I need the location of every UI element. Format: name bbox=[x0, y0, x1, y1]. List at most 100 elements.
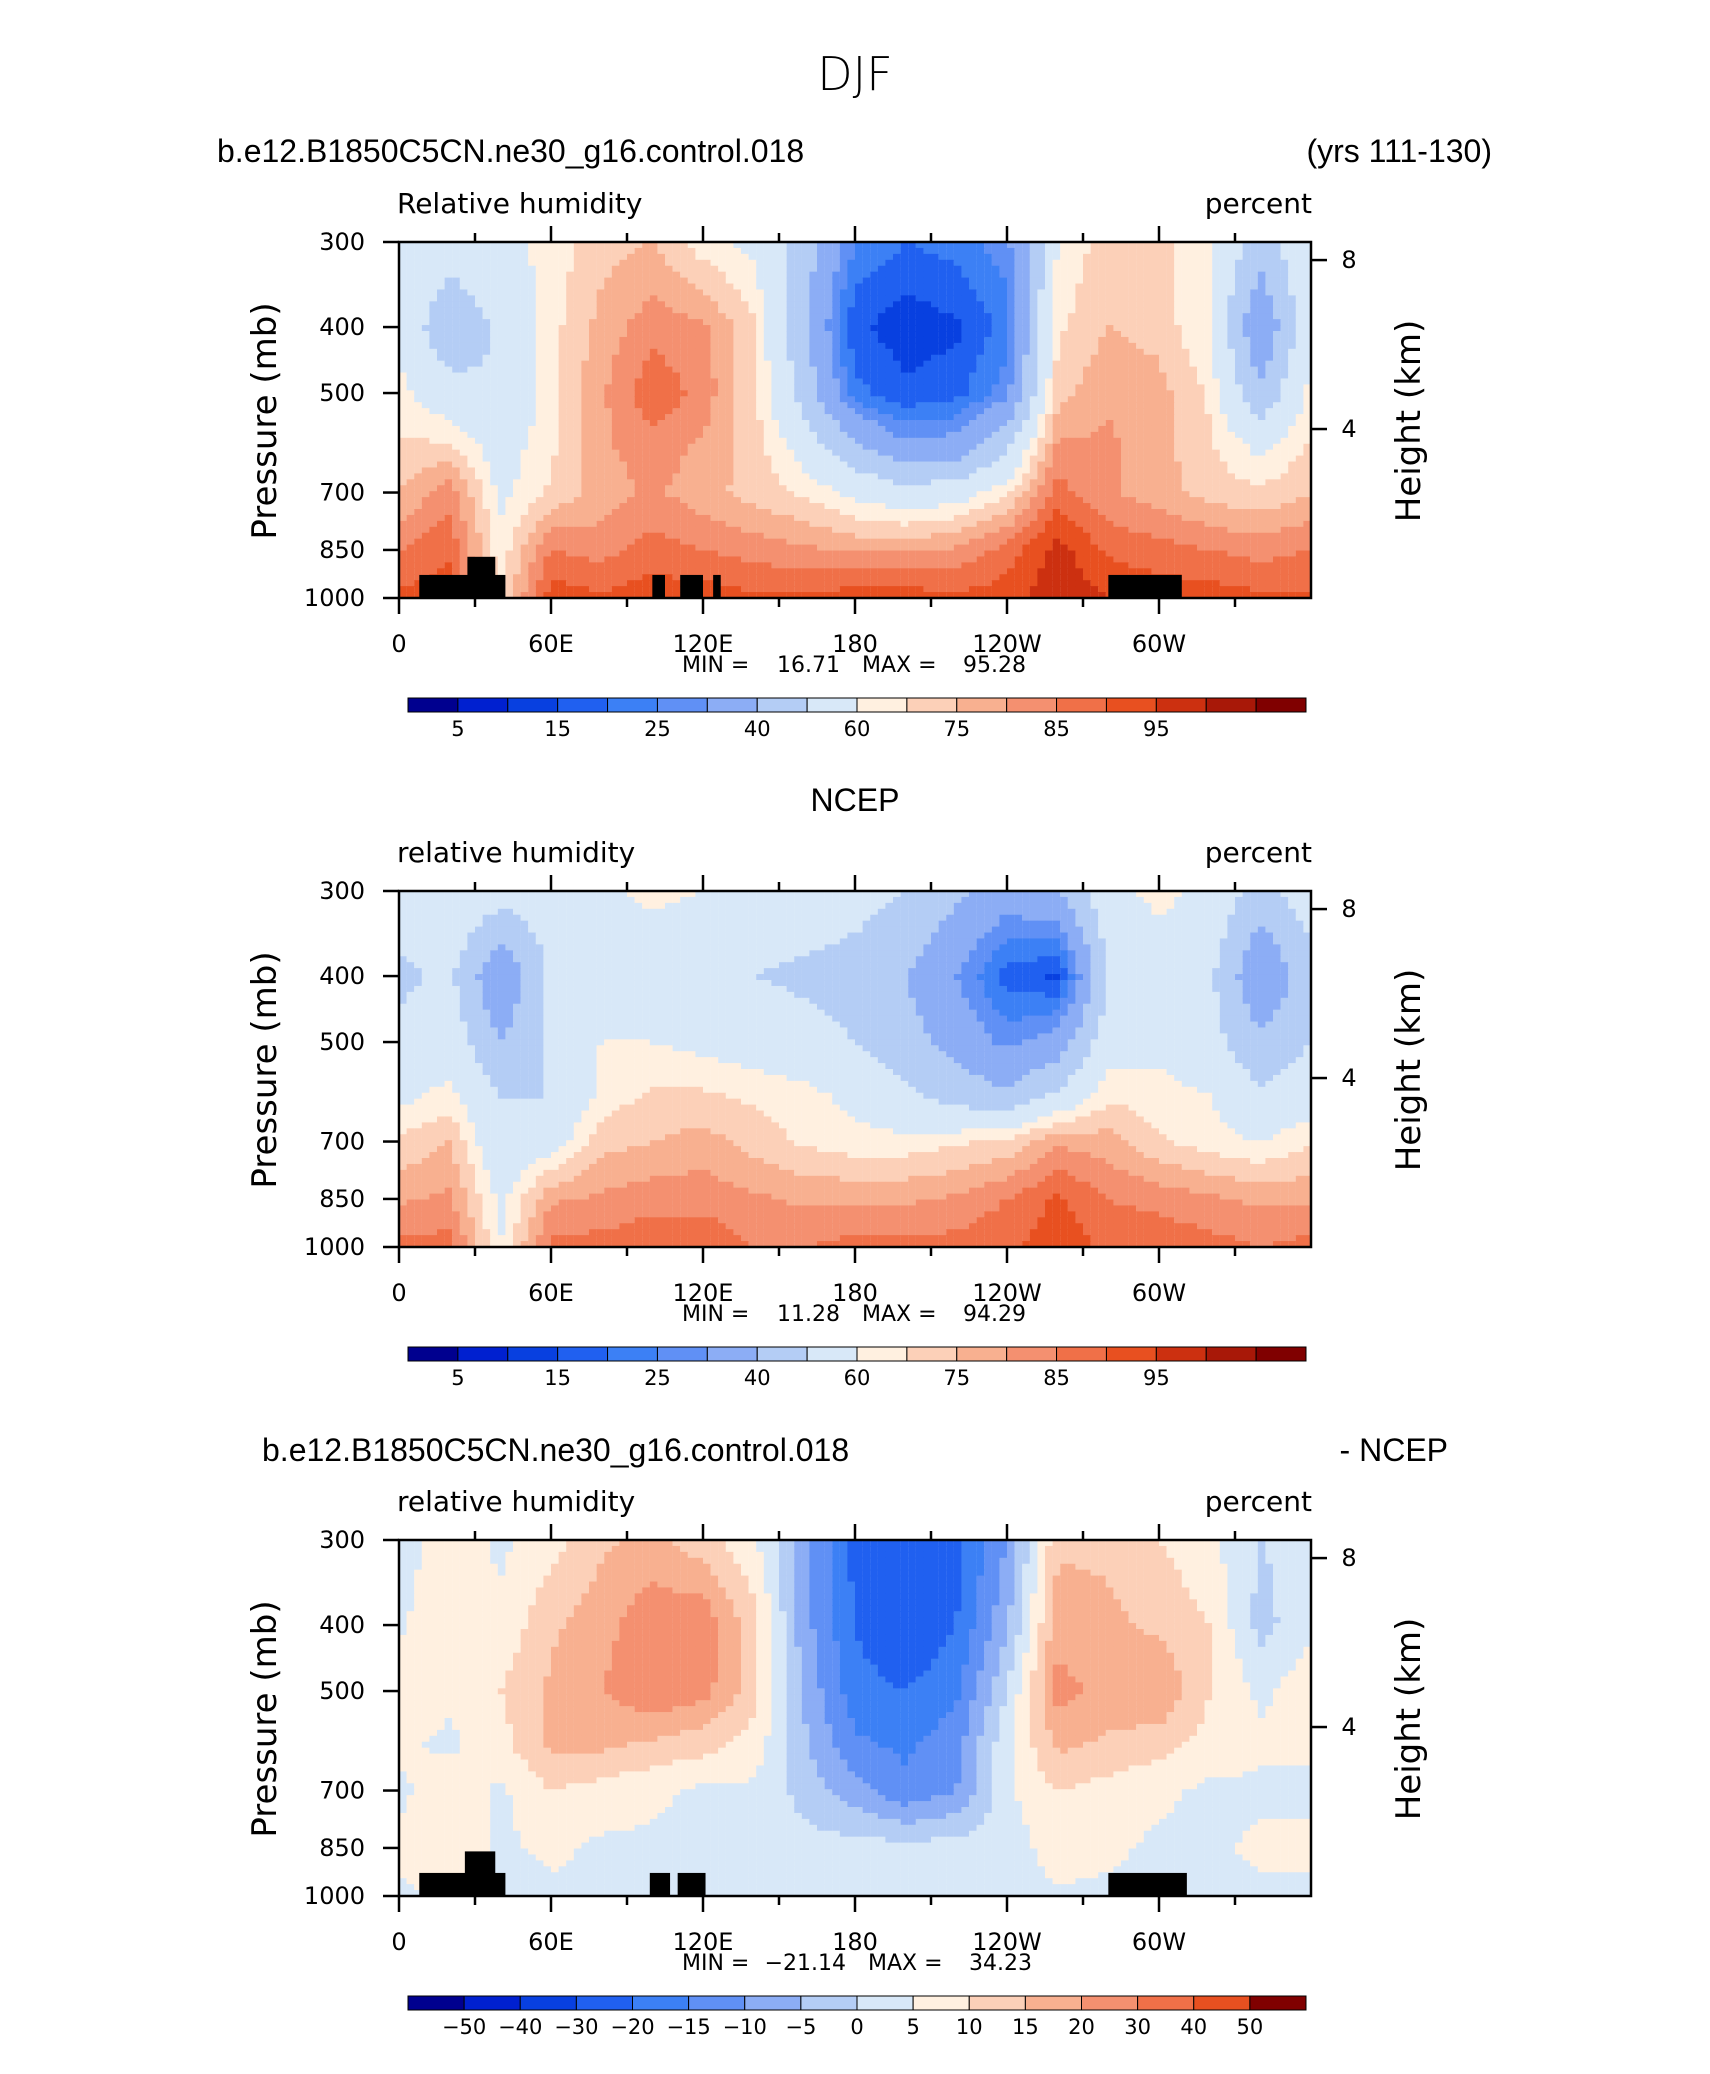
heatmap-cell bbox=[946, 253, 954, 261]
heatmap-cell bbox=[1121, 283, 1129, 291]
heatmap-cell bbox=[1166, 402, 1175, 409]
heatmap-cell bbox=[817, 247, 825, 255]
heatmap-cell bbox=[452, 271, 460, 279]
heatmap-cell bbox=[634, 253, 643, 261]
heatmap-cell bbox=[634, 467, 643, 475]
heatmap-cell bbox=[672, 319, 681, 326]
heatmap-cell bbox=[475, 384, 483, 392]
heatmap-cell bbox=[824, 479, 833, 486]
heatmap-cell bbox=[1273, 247, 1281, 255]
heatmap-cell bbox=[915, 360, 924, 368]
heatmap-cell bbox=[794, 455, 802, 463]
heatmap-cell bbox=[1090, 271, 1099, 279]
heatmap-cell bbox=[1075, 331, 1084, 338]
heatmap-cell bbox=[657, 372, 666, 380]
heatmap-cell bbox=[756, 265, 764, 273]
heatmap-cell bbox=[1128, 408, 1137, 415]
heatmap-cell bbox=[946, 259, 954, 267]
heatmap-cell bbox=[1181, 414, 1190, 421]
heatmap-cell bbox=[513, 431, 521, 439]
heatmap-cell bbox=[991, 271, 1000, 279]
heatmap-cell bbox=[1280, 479, 1289, 486]
heatmap-cell bbox=[1037, 259, 1046, 267]
heatmap-cell bbox=[611, 473, 620, 481]
heatmap-cell bbox=[1014, 247, 1023, 255]
heatmap-cell bbox=[573, 485, 582, 492]
heatmap-cell bbox=[421, 372, 430, 380]
heatmap-cell bbox=[687, 396, 696, 403]
heatmap-cell bbox=[566, 455, 574, 463]
heatmap-cell bbox=[604, 259, 612, 267]
heatmap-cell bbox=[855, 265, 863, 273]
heatmap-cell bbox=[931, 295, 939, 303]
heatmap-cell bbox=[710, 295, 719, 303]
heatmap-cell bbox=[1067, 342, 1076, 350]
heatmap-cell bbox=[1159, 390, 1167, 397]
heatmap-cell bbox=[733, 342, 742, 350]
heatmap-cell bbox=[1174, 449, 1182, 457]
heatmap-cell bbox=[467, 485, 476, 492]
heatmap-cell bbox=[459, 437, 468, 445]
heatmap-cell bbox=[1265, 301, 1274, 308]
heatmap-cell bbox=[665, 301, 673, 308]
heatmap-cell bbox=[634, 247, 643, 255]
heatmap-cell bbox=[1295, 396, 1304, 403]
heatmap-cell bbox=[733, 336, 742, 344]
heatmap-cell bbox=[1105, 319, 1114, 326]
heatmap-cell bbox=[1181, 443, 1190, 451]
heatmap-cell bbox=[1128, 348, 1137, 356]
heatmap-cell bbox=[421, 253, 430, 261]
heatmap-cell bbox=[893, 384, 901, 392]
heatmap-cell bbox=[877, 307, 886, 314]
heatmap-cell bbox=[1128, 420, 1137, 427]
heatmap-cell bbox=[1105, 242, 1114, 249]
heatmap-cell bbox=[771, 366, 780, 374]
heatmap-cell bbox=[1136, 384, 1144, 392]
heatmap-cell bbox=[1250, 408, 1258, 415]
heatmap-cell bbox=[528, 325, 536, 332]
heatmap-cell bbox=[801, 242, 810, 249]
heatmap-cell bbox=[619, 319, 628, 326]
heatmap-cell bbox=[1014, 253, 1023, 261]
heatmap-cell bbox=[581, 396, 590, 403]
heatmap-cell bbox=[839, 319, 848, 326]
heatmap-cell bbox=[900, 331, 909, 338]
heatmap-cell bbox=[984, 336, 992, 344]
heatmap-cell bbox=[832, 331, 840, 338]
heatmap-cell bbox=[406, 443, 415, 451]
heatmap-cell bbox=[953, 360, 962, 368]
heatmap-cell bbox=[687, 384, 696, 392]
heatmap-cell bbox=[1098, 242, 1106, 249]
heatmap-cell bbox=[1303, 283, 1311, 291]
heatmap-cell bbox=[1151, 253, 1160, 261]
heatmap-cell bbox=[1181, 479, 1190, 486]
heatmap-cell bbox=[893, 313, 901, 320]
heatmap-cell bbox=[900, 289, 909, 297]
heatmap-cell bbox=[1242, 319, 1251, 326]
heatmap-cell bbox=[915, 372, 924, 380]
heatmap-cell bbox=[1288, 431, 1296, 439]
heatmap-cell bbox=[976, 325, 985, 332]
heatmap-cell bbox=[862, 319, 871, 326]
heatmap-cell bbox=[1227, 390, 1236, 397]
heatmap-cell bbox=[885, 396, 894, 403]
heatmap-cell bbox=[1014, 325, 1023, 332]
heatmap-cell bbox=[1189, 319, 1198, 326]
heatmap-cell bbox=[1014, 437, 1023, 445]
heatmap-cell bbox=[786, 295, 795, 303]
heatmap-cell bbox=[786, 242, 795, 249]
heatmap-cell bbox=[589, 384, 597, 392]
heatmap-cell bbox=[718, 247, 726, 255]
heatmap-cell bbox=[535, 425, 544, 433]
heatmap-cell bbox=[1250, 420, 1258, 427]
heatmap-cell bbox=[535, 307, 544, 314]
heatmap-cell bbox=[931, 408, 939, 415]
heatmap-cell bbox=[695, 319, 704, 326]
heatmap-cell bbox=[535, 331, 544, 338]
heatmap-cell bbox=[649, 313, 658, 320]
panel-1-units: percent bbox=[1205, 187, 1312, 220]
heatmap-cell bbox=[1136, 467, 1144, 475]
heatmap-cell bbox=[619, 378, 628, 386]
heatmap-cell bbox=[741, 265, 749, 273]
heatmap-cell bbox=[657, 242, 666, 249]
